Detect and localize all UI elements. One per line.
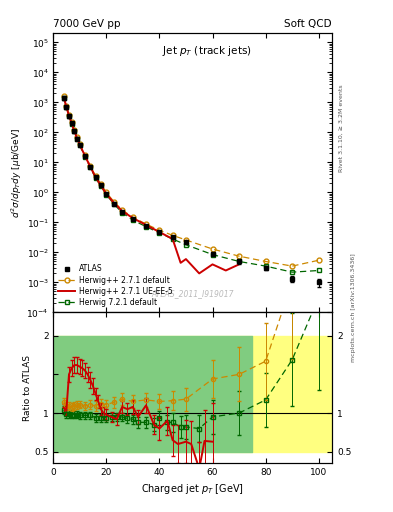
Text: 7000 GeV pp: 7000 GeV pp (53, 19, 121, 29)
Text: mcplots.cern.ch [arXiv:1306.3436]: mcplots.cern.ch [arXiv:1306.3436] (351, 253, 356, 361)
Y-axis label: Ratio to ATLAS: Ratio to ATLAS (23, 355, 32, 421)
Text: Soft QCD: Soft QCD (285, 19, 332, 29)
Text: Jet $p_T$ (track jets): Jet $p_T$ (track jets) (162, 45, 251, 58)
Y-axis label: $d^{2}\sigma/dp_{T}dy$ [$\mu$b/GeV]: $d^{2}\sigma/dp_{T}dy$ [$\mu$b/GeV] (9, 128, 24, 218)
X-axis label: Charged jet $p_T$ [GeV]: Charged jet $p_T$ [GeV] (141, 482, 244, 496)
Text: Rivet 3.1.10, ≥ 3.2M events: Rivet 3.1.10, ≥ 3.2M events (339, 84, 344, 172)
Legend: ATLAS, Herwig++ 2.7.1 default, Herwig++ 2.7.1 UE-EE-5, Herwig 7.2.1 default: ATLAS, Herwig++ 2.7.1 default, Herwig++ … (57, 263, 174, 309)
Text: ATLAS_2011_I919017: ATLAS_2011_I919017 (151, 289, 234, 298)
